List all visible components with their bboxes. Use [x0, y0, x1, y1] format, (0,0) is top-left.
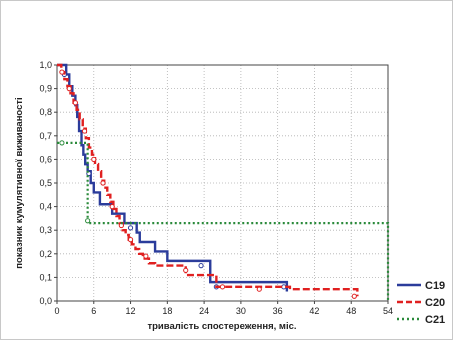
x-tick-label: 36: [273, 306, 283, 316]
censor-marker-c20: [72, 100, 78, 106]
grid-lines: [57, 65, 388, 301]
x-tick-label: 24: [199, 306, 209, 316]
censor-marker-c20: [183, 267, 189, 273]
series-line-c20: [57, 63, 359, 297]
y-tick-label: 1,0: [39, 60, 52, 70]
x-tick-label: 48: [346, 306, 356, 316]
censor-marker-c20: [91, 156, 97, 162]
series-line-c19: [57, 63, 289, 292]
x-tick-label: 30: [236, 306, 246, 316]
x-tick-label: 18: [162, 306, 172, 316]
y-tick-label: 0,8: [39, 107, 52, 117]
legend: C19 C20 C21: [397, 280, 445, 326]
y-tick-label: 0,6: [39, 154, 52, 164]
y-tick-label: 0,4: [39, 202, 52, 212]
x-tick-label: 0: [54, 306, 59, 316]
legend-label-c20: C20: [425, 297, 445, 309]
y-axis-ticks: 0,0 0,1 0,2 0,3 0,4 0,5 0,6 0,7 0,8 0,9 1,0: [39, 60, 57, 306]
y-tick-label: 0,9: [39, 84, 52, 94]
x-tick-label: 54: [383, 306, 393, 316]
x-tick-label: 6: [91, 306, 96, 316]
y-tick-label: 0,0: [39, 296, 52, 306]
legend-label-c19: C19: [425, 280, 445, 292]
censor-marker-c21: [59, 140, 65, 146]
censor-marker-c20: [256, 286, 262, 292]
y-axis-label: показник кумулятивної виживаності: [14, 97, 25, 268]
censor-marker-c21: [85, 218, 91, 224]
censor-marker-c20: [59, 69, 65, 75]
x-axis-label: тривалість спостереження, міс.: [147, 321, 296, 332]
y-tick-label: 0,3: [39, 225, 52, 235]
x-axis-ticks: 0 6 12 18 24 30 36 42 48 54: [54, 301, 393, 316]
censor-marker-c20: [219, 284, 226, 290]
x-tick-label: 12: [126, 306, 136, 316]
y-tick-label: 0,5: [39, 178, 52, 188]
censor-marker-c20: [66, 86, 72, 92]
censor-marker-c19: [198, 263, 204, 269]
series-layer: [57, 63, 390, 301]
x-tick-label: 42: [309, 306, 319, 316]
y-tick-label: 0,7: [39, 131, 52, 141]
legend-label-c21: C21: [425, 314, 445, 326]
censor-marker-c20: [81, 128, 88, 134]
censor-marker-c19: [127, 225, 134, 231]
censor-marker-c20: [100, 180, 106, 186]
censor-marker-c20: [351, 293, 357, 299]
y-tick-label: 0,1: [39, 272, 52, 282]
censor-marker-c20: [143, 253, 149, 259]
censor-marker-c20: [127, 237, 134, 243]
censor-marker-c20: [109, 204, 115, 210]
y-tick-label: 0,2: [39, 249, 52, 259]
series-line-c21: [57, 141, 390, 301]
